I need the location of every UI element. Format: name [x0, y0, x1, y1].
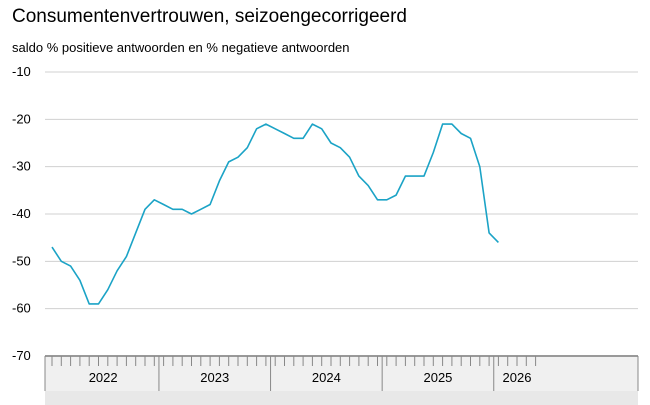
x-tick-label: 2023: [200, 370, 229, 385]
y-tick-label: -50: [12, 253, 31, 268]
x-tick-label: 2026: [503, 370, 532, 385]
y-tick-label: -30: [12, 159, 31, 174]
x-tick-label: 2025: [423, 370, 452, 385]
y-tick-label: -70: [12, 348, 31, 363]
y-tick-label: -10: [12, 64, 31, 79]
y-tick-label: -20: [12, 111, 31, 126]
y-tick-label: -60: [12, 301, 31, 316]
x-tick-label: 2022: [89, 370, 118, 385]
x-axis-band-lower: [45, 391, 638, 405]
x-tick-label: 2024: [312, 370, 341, 385]
y-tick-label: -40: [12, 206, 31, 221]
chart-subtitle: saldo % positieve antwoorden en % negati…: [12, 40, 350, 55]
chart-title: Consumentenvertrouwen, seizoengecorrigee…: [12, 6, 408, 27]
